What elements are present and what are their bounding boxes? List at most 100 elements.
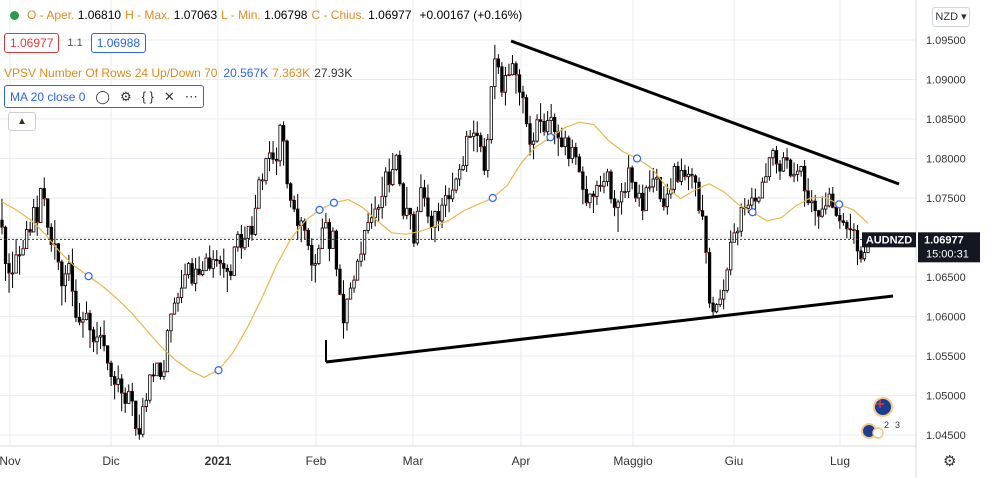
candle-body [567, 137, 571, 159]
close-icon[interactable]: ✕ [163, 88, 175, 104]
event-dot [872, 427, 884, 439]
candle-body [352, 279, 356, 289]
price-tick-label: 1.05000 [926, 391, 966, 403]
candle-body [366, 222, 370, 231]
price-tick-label: 1.08500 [926, 114, 966, 126]
candle-body [450, 189, 455, 200]
candle-body [454, 178, 458, 191]
candle-body [313, 263, 317, 266]
candle-body [151, 374, 156, 377]
candle-body [722, 290, 726, 300]
candle-body [711, 302, 715, 313]
ma-event-dot[interactable] [488, 193, 497, 203]
more-icon[interactable]: ⋯ [184, 88, 198, 104]
candle-body [848, 228, 853, 231]
collapse-legend-button[interactable]: ▲ [8, 112, 36, 131]
ma-event-dot[interactable] [748, 208, 757, 217]
sell-button[interactable]: 1.06977 [4, 33, 60, 53]
event-markers[interactable]: 2 3 [861, 397, 900, 439]
candle-body [208, 257, 212, 269]
candle-body [546, 120, 550, 133]
candle-body [785, 157, 789, 161]
candle-body [250, 226, 254, 235]
candle-body [458, 169, 462, 180]
candle-body [641, 192, 645, 212]
candle-body [767, 157, 772, 178]
candle-body [584, 188, 589, 204]
eye-icon[interactable]: ◯ [95, 88, 110, 104]
ma-event-dot[interactable] [546, 133, 555, 142]
candle-body [771, 150, 775, 159]
candle-body [204, 257, 208, 272]
buy-button[interactable]: 1.06988 [90, 33, 147, 53]
candle-body [528, 123, 532, 145]
candle-body [595, 184, 599, 197]
candle-body [577, 156, 581, 173]
vpsv-label: VPSV Number Of Rows 24 Up/Down 70 [4, 66, 218, 80]
candle-body [714, 304, 719, 313]
lower-trendline[interactable] [325, 294, 894, 364]
candle-body [531, 140, 536, 145]
candle-body [486, 139, 490, 171]
currency-select[interactable]: NZD ▾ [932, 7, 970, 27]
candle-body [401, 183, 405, 216]
candle-body [704, 215, 708, 253]
candle-body [310, 244, 314, 266]
close-value: 1.06977 [368, 8, 412, 22]
ma-event-dot[interactable] [315, 205, 324, 214]
time-tick-label: Nov [0, 454, 21, 468]
candle-body [384, 171, 388, 197]
change-value: +0.00167 (+0.16%) [419, 8, 523, 22]
candle-body [183, 274, 187, 289]
ma-event-dot[interactable] [329, 198, 339, 207]
candle-body [510, 63, 515, 76]
candle-body [813, 200, 817, 212]
candle-body [222, 263, 226, 269]
candle-body [278, 124, 282, 162]
open-value: 1.06810 [77, 8, 122, 22]
price-tick-label: 1.08000 [926, 154, 966, 166]
candle-body [521, 91, 525, 99]
candle-body [634, 181, 638, 199]
candle-body [750, 197, 754, 206]
chart-settings-gear-icon[interactable]: ⚙ [943, 453, 957, 470]
candle-body [391, 169, 395, 185]
price-tick-label: 1.06000 [926, 312, 966, 324]
vpsv-legend[interactable]: VPSV Number Of Rows 24 Up/Down 70 20.567… [4, 66, 352, 80]
gear-icon[interactable]: ⚙ [119, 88, 132, 104]
ma-event-dot[interactable] [214, 366, 223, 375]
candle-body [419, 187, 423, 212]
candle-body [239, 233, 244, 249]
candle-body [834, 207, 838, 216]
braces-icon[interactable]: { } [141, 89, 154, 104]
candle-body [155, 362, 159, 377]
candle-body [359, 253, 363, 262]
candle-body [489, 86, 493, 140]
candle-body [817, 210, 821, 217]
candle-body [120, 378, 124, 394]
candle-body [137, 428, 141, 435]
candle-body [338, 268, 342, 295]
candle-body [736, 230, 740, 234]
candle-body [651, 178, 655, 188]
candle-body [778, 163, 782, 172]
ma-event-dot[interactable] [84, 272, 93, 281]
candle-body [500, 66, 504, 93]
candle-body [370, 217, 374, 223]
candle-body [405, 207, 409, 216]
upper-trendline[interactable] [510, 39, 900, 186]
candle-body [764, 176, 768, 183]
candle-body [440, 204, 444, 222]
ma-event-dot[interactable] [835, 200, 844, 209]
vpsv-total: 27.93K [314, 66, 353, 80]
candle-body [84, 312, 89, 321]
candle-body [693, 175, 698, 183]
ma-legend[interactable]: MA 20 close 0 ◯ ⚙ { } ✕ ⋯ [4, 85, 204, 108]
candle-body [127, 391, 131, 404]
ma-event-dot[interactable] [632, 154, 642, 163]
candle-body [560, 137, 564, 148]
candle-body [334, 230, 339, 270]
candle-body [190, 263, 194, 284]
candle-body [232, 246, 236, 276]
